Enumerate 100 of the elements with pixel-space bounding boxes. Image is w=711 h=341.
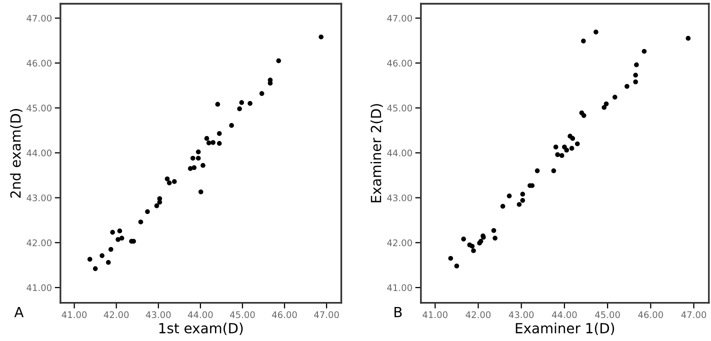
point — [145, 209, 150, 214]
point — [117, 228, 122, 234]
x-tick-label: 47.00 — [681, 311, 706, 318]
point — [594, 30, 598, 34]
x-tick-label: 44.00 — [188, 311, 213, 318]
point — [602, 105, 607, 110]
y-tick-label: 46.00 — [26, 60, 52, 67]
point — [100, 253, 104, 258]
point — [574, 141, 580, 146]
x-tick-label: 42.00 — [466, 311, 491, 318]
point — [237, 106, 242, 112]
point — [633, 72, 638, 78]
point — [581, 38, 586, 44]
point — [564, 148, 570, 153]
point — [318, 34, 324, 40]
point — [200, 162, 206, 168]
x-axis-title: Examiner 1(D) — [516, 322, 614, 336]
point — [196, 156, 201, 161]
point — [686, 36, 691, 41]
x-tick-label: 46.00 — [272, 311, 297, 318]
point — [470, 244, 475, 249]
point — [276, 58, 282, 64]
point — [216, 140, 222, 146]
point — [642, 48, 647, 54]
point — [461, 236, 466, 242]
point — [192, 165, 197, 170]
point — [110, 230, 115, 235]
point — [206, 140, 212, 146]
y-tick-label: 45.00 — [26, 104, 52, 112]
point — [491, 228, 496, 233]
point — [471, 248, 476, 254]
point — [116, 237, 120, 242]
y-tick-label: 46.00 — [387, 60, 412, 67]
y-tick-label: 43.00 — [387, 194, 412, 202]
x-tick-label: 41.00 — [62, 311, 87, 318]
point — [166, 180, 172, 186]
y-tick-label: 47.00 — [387, 14, 412, 22]
point — [210, 140, 216, 145]
y-tick-label: 42.00 — [26, 239, 52, 246]
y-axis-title: Examiner 2(D) — [370, 104, 383, 202]
point — [516, 202, 522, 207]
point — [633, 79, 638, 84]
point — [164, 176, 170, 182]
point — [612, 94, 618, 100]
point — [157, 200, 162, 205]
point — [248, 101, 252, 106]
point — [215, 102, 220, 107]
point — [119, 236, 124, 241]
point — [229, 123, 234, 128]
point — [87, 256, 92, 262]
point — [506, 194, 512, 198]
x-tick-label: 47.00 — [314, 311, 339, 318]
text: A — [14, 307, 24, 318]
point — [448, 256, 454, 261]
y-tick-label: 42.00 — [387, 239, 412, 246]
x-axis-title: 1st exam(D) — [159, 322, 243, 336]
point — [198, 189, 204, 194]
y-tick-label: 41.00 — [26, 284, 52, 292]
point — [454, 264, 460, 268]
point — [106, 260, 111, 265]
x-tick-label: 46.00 — [638, 311, 663, 318]
text: B — [394, 307, 402, 318]
point — [204, 136, 210, 141]
point — [551, 168, 556, 174]
point — [634, 62, 639, 68]
point — [259, 91, 264, 96]
x-tick-label: 45.00 — [230, 311, 255, 318]
point — [559, 153, 564, 158]
x-tick-label: 43.00 — [508, 311, 534, 318]
y-tick-label: 41.00 — [387, 284, 412, 292]
point — [154, 203, 160, 208]
y-tick-label: 44.00 — [26, 150, 52, 156]
point — [520, 198, 526, 203]
x-tick-label: 44.00 — [552, 311, 577, 318]
x-tick-label: 43.00 — [146, 311, 171, 318]
point — [172, 179, 177, 184]
point — [216, 131, 222, 136]
point — [534, 168, 540, 174]
y-tick-label: 43.00 — [26, 194, 52, 202]
point — [92, 266, 98, 272]
point — [239, 100, 244, 105]
point — [555, 152, 560, 158]
y-tick-label: 47.00 — [26, 14, 52, 22]
y-tick-label: 44.00 — [387, 150, 412, 156]
point — [196, 150, 201, 154]
point — [553, 144, 558, 150]
point — [108, 246, 114, 252]
point — [520, 192, 526, 197]
x-tick-label: 41.00 — [422, 311, 448, 318]
x-tick-label: 42.00 — [104, 311, 129, 318]
point — [581, 113, 586, 118]
point — [570, 136, 576, 141]
point — [138, 220, 144, 224]
y-tick-label: 45.00 — [387, 104, 412, 112]
point — [492, 236, 498, 241]
point — [569, 146, 574, 151]
point — [190, 156, 196, 161]
x-tick-label: 45.00 — [595, 311, 620, 318]
point — [604, 101, 609, 106]
point — [624, 84, 630, 89]
